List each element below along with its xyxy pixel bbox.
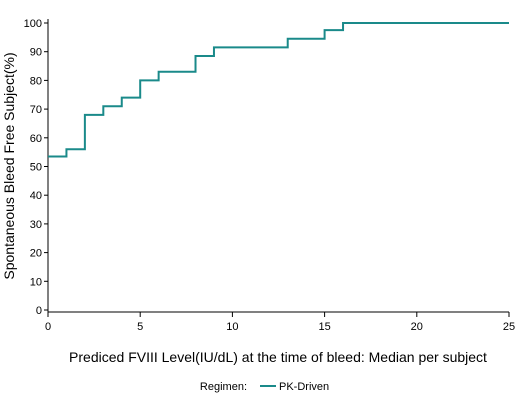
y-tick-label: 40 (30, 190, 42, 202)
x-tick-label: 15 (318, 321, 330, 333)
y-tick-label: 10 (30, 276, 42, 288)
x-tick-label: 25 (503, 321, 515, 333)
axes (47, 19, 509, 313)
x-tick-label: 20 (411, 321, 423, 333)
y-tick-label: 0 (36, 305, 42, 317)
x-axis-title: Prediced FVIII Level(IU/dL) at the time … (69, 349, 487, 365)
series-layer (48, 22, 509, 158)
y-tick-label: 50 (30, 162, 42, 174)
y-tick-label: 20 (30, 248, 42, 260)
y-tick-label: 90 (30, 47, 42, 59)
y-axis-title: Spontaneous Bleed Free Subject(%) (1, 52, 17, 279)
legend-entry-pk-driven: PK-Driven (279, 381, 329, 393)
series-line-pk-driven (48, 22, 509, 158)
y-tick-label: 100 (24, 18, 42, 30)
y-ticks: 0 10 20 30 40 50 60 70 80 90 100 (24, 18, 48, 317)
x-tick-label: 5 (137, 321, 143, 333)
y-tick-label: 30 (30, 219, 42, 231)
y-tick-label: 60 (30, 133, 42, 145)
x-ticks: 0 5 10 15 20 25 (45, 312, 515, 333)
legend-title: Regimen: (200, 381, 247, 393)
legend: Regimen: PK-Driven (200, 381, 329, 393)
y-tick-label: 70 (30, 104, 42, 116)
y-tick-label: 80 (30, 75, 42, 87)
x-tick-label: 10 (226, 321, 238, 333)
x-tick-label: 0 (45, 321, 51, 333)
